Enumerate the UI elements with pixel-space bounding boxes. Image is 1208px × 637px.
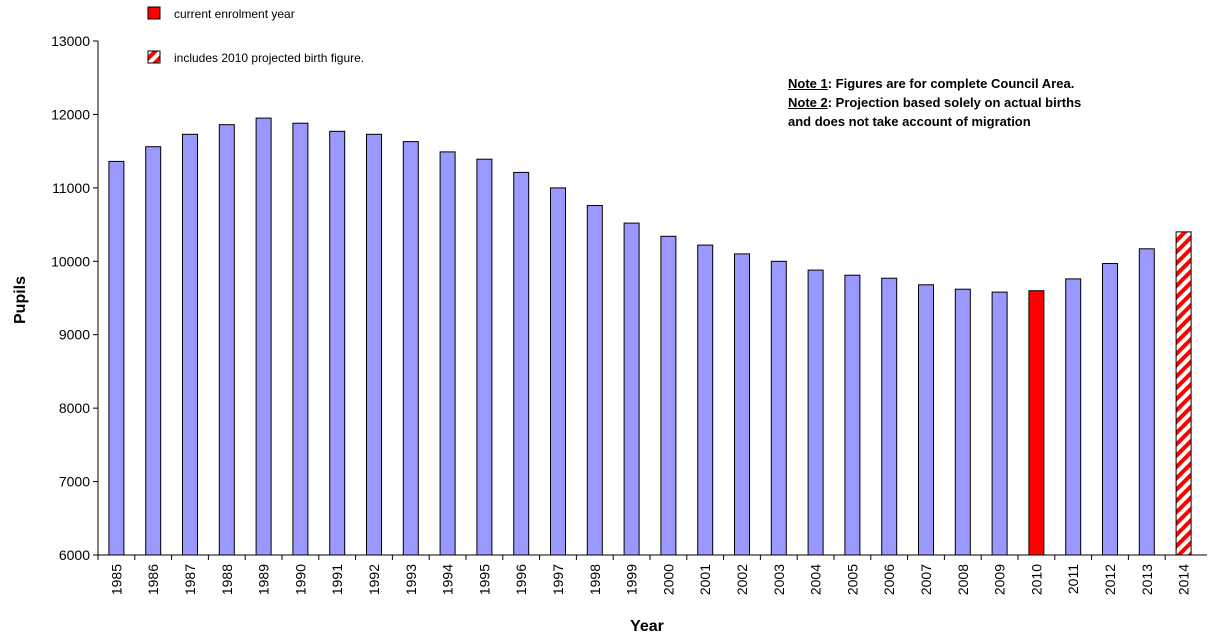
note-1-text: : Figures are for complete Council Area. bbox=[827, 76, 1075, 91]
x-tick-label-1996: 1996 bbox=[513, 564, 529, 595]
bar-1993 bbox=[402, 141, 419, 556]
x-tick-label-1988: 1988 bbox=[219, 564, 235, 595]
legend-swatch-hatched bbox=[147, 50, 161, 64]
bar-2000 bbox=[660, 235, 677, 556]
bar-1986 bbox=[145, 146, 162, 556]
y-tick-label: 10000 bbox=[51, 253, 90, 269]
bar-1989 bbox=[255, 117, 272, 556]
x-tick-label-1995: 1995 bbox=[476, 564, 492, 595]
x-tick-label-1989: 1989 bbox=[256, 564, 272, 595]
bar-2011 bbox=[1065, 278, 1082, 556]
bar-2008 bbox=[954, 288, 971, 556]
x-tick-label-1992: 1992 bbox=[366, 564, 382, 595]
chart-notes: Note 1: Figures are for complete Council… bbox=[788, 74, 1081, 131]
x-tick-label-1993: 1993 bbox=[403, 564, 419, 595]
bar-2002 bbox=[734, 253, 750, 556]
bar-1990 bbox=[292, 122, 309, 556]
y-tick-label: 7000 bbox=[59, 474, 90, 490]
note-2: Note 2: Projection based solely on actua… bbox=[788, 93, 1081, 112]
bar-1988 bbox=[218, 124, 235, 556]
note-2-key: Note 2 bbox=[788, 95, 828, 110]
x-tick-label-2001: 2001 bbox=[697, 564, 713, 595]
note-2-continued-text: and does not take account of migration bbox=[788, 114, 1031, 129]
bar-2014 bbox=[1175, 231, 1192, 556]
x-tick-label-2004: 2004 bbox=[808, 564, 824, 595]
x-tick-label-2011: 2011 bbox=[1065, 564, 1081, 594]
bar-1996 bbox=[513, 171, 530, 556]
bar-2003 bbox=[770, 260, 787, 556]
x-tick-label-1991: 1991 bbox=[329, 564, 345, 595]
x-tick-label-2008: 2008 bbox=[955, 564, 971, 595]
bar-1987 bbox=[182, 133, 198, 556]
bar-2012 bbox=[1102, 263, 1118, 556]
y-tick-label: 12000 bbox=[51, 106, 90, 122]
x-tick-label-2009: 2009 bbox=[992, 564, 1008, 595]
legend-swatch-current bbox=[147, 6, 161, 20]
note-2-text: : Projection based solely on actual birt… bbox=[827, 95, 1082, 110]
bar-1994 bbox=[439, 151, 456, 556]
x-tick-label-1990: 1990 bbox=[292, 564, 308, 595]
note-1: Note 1: Figures are for complete Council… bbox=[788, 74, 1081, 93]
bar-1999 bbox=[623, 222, 640, 556]
y-tick-label: 11000 bbox=[52, 180, 90, 196]
bar-1998 bbox=[586, 205, 603, 556]
bar-1991 bbox=[329, 130, 346, 556]
x-tick-label-2002: 2002 bbox=[734, 564, 750, 595]
x-tick-label-2010: 2010 bbox=[1028, 564, 1044, 595]
bar-2004 bbox=[807, 269, 824, 556]
x-tick-label-2006: 2006 bbox=[881, 564, 897, 595]
legend: current enrolment year includes 2010 proj… bbox=[147, 6, 364, 65]
note-1-key: Note 1 bbox=[788, 76, 828, 91]
bar-1995 bbox=[476, 158, 493, 556]
x-tick-label-2014: 2014 bbox=[1176, 564, 1192, 595]
x-tick-label-2000: 2000 bbox=[660, 564, 676, 595]
x-tick-label-2012: 2012 bbox=[1102, 564, 1118, 595]
legend-label-hatched: includes 2010 projected birth figure. bbox=[174, 51, 364, 65]
bar-2009 bbox=[991, 291, 1008, 556]
x-tick-label-2003: 2003 bbox=[771, 564, 787, 595]
y-axis-title: Pupils bbox=[12, 276, 29, 324]
y-tick-label: 8000 bbox=[59, 400, 90, 416]
bar-2006 bbox=[881, 277, 898, 556]
bar-1997 bbox=[550, 187, 566, 556]
bar-2013 bbox=[1138, 248, 1155, 556]
x-axis-title: Year bbox=[630, 618, 664, 635]
x-tick-label-1994: 1994 bbox=[440, 564, 456, 595]
x-tick-label-2013: 2013 bbox=[1139, 564, 1155, 595]
bar-2010 bbox=[1028, 290, 1045, 556]
x-tick-label-1987: 1987 bbox=[182, 564, 198, 595]
bar-2007 bbox=[918, 284, 934, 556]
legend-label-current: current enrolment year bbox=[174, 7, 295, 21]
y-tick-label: 13000 bbox=[51, 33, 90, 49]
x-axis: 1985 1986 1987 1988 1989 1990 1991 1992 1993 1994… bbox=[97, 554, 1207, 595]
x-tick-label-1986: 1986 bbox=[145, 564, 161, 595]
note-2-continued: and does not take account of migration bbox=[788, 112, 1081, 131]
bar-2005 bbox=[844, 274, 861, 556]
x-tick-label-2005: 2005 bbox=[844, 564, 860, 595]
plot-area bbox=[108, 117, 1192, 556]
y-tick-label: 9000 bbox=[59, 327, 90, 343]
x-tick-label-1998: 1998 bbox=[587, 564, 603, 595]
bar-1992 bbox=[366, 133, 382, 556]
x-tick-label-1985: 1985 bbox=[108, 564, 124, 595]
x-tick-label-1997: 1997 bbox=[550, 564, 566, 595]
y-axis: 6000 7000 8000 9000 10000 11000 12000 13000 bbox=[51, 33, 99, 563]
x-tick-label-1999: 1999 bbox=[624, 564, 640, 595]
x-tick-label-2007: 2007 bbox=[918, 564, 934, 595]
bar-1985 bbox=[108, 160, 125, 556]
bar-2001 bbox=[697, 244, 714, 556]
y-tick-label: 6000 bbox=[59, 547, 90, 563]
